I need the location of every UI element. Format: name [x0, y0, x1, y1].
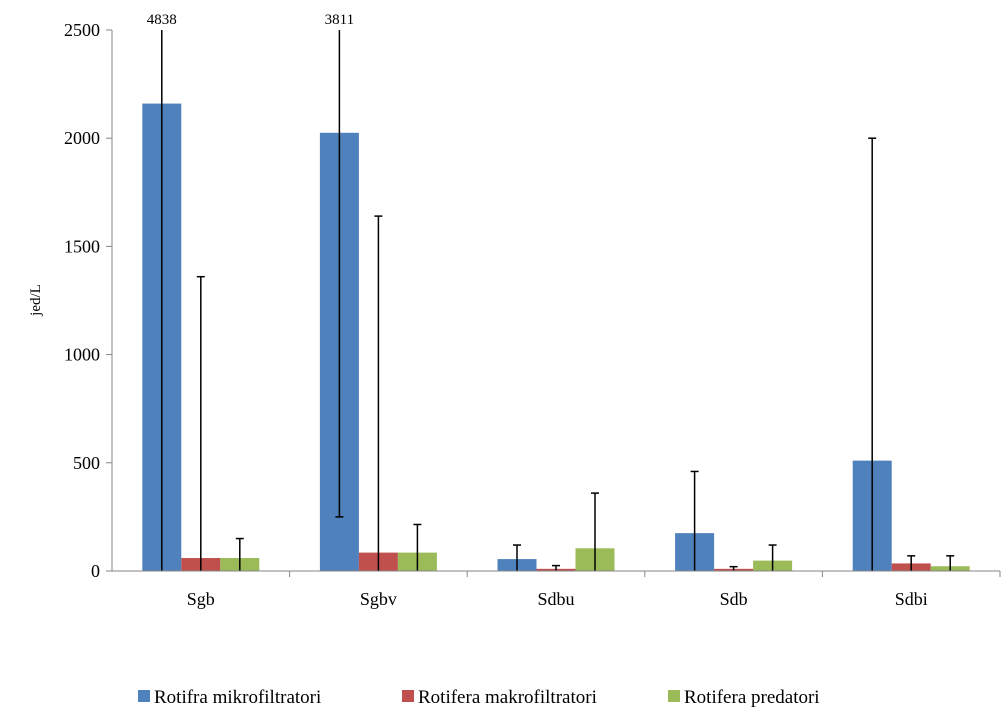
y-axis-ticks: 0 500 1000 1500 2000 2500 [64, 20, 112, 581]
error-bars [161, 30, 955, 571]
legend-swatch [668, 690, 680, 702]
y-tick-label: 2000 [64, 128, 100, 148]
category-label: Sdbu [537, 589, 574, 609]
bars [142, 103, 970, 572]
legend-entry: Rotifera predatori [684, 687, 820, 708]
y-tick-label: 2500 [64, 20, 100, 40]
y-tick-label: 1500 [64, 236, 100, 256]
y-axis-label: jed/L [28, 284, 44, 317]
category-label: Sdbi [895, 589, 928, 609]
category-label: Sgb [187, 589, 215, 609]
data-label: 4838 [147, 12, 177, 28]
legend: Rotifra mikrofiltratori Rotifera makrofil… [138, 687, 820, 708]
axes [111, 30, 1001, 577]
y-tick-label: 1000 [64, 345, 100, 365]
category-labels: Sgb Sgbv Sdbu Sdb Sdbi [187, 589, 928, 609]
legend-entry: Rotifera makrofiltratori [418, 687, 597, 708]
y-tick-label: 0 [91, 561, 100, 581]
category-label: Sdb [720, 589, 748, 609]
y-tick-label: 500 [73, 453, 100, 473]
category-label: Sgbv [360, 589, 397, 609]
legend-swatch [138, 690, 150, 702]
legend-swatch [402, 690, 414, 702]
data-label: 3811 [325, 12, 354, 28]
legend-entry: Rotifra mikrofiltratori [154, 687, 321, 708]
annotations: 4838 3811 [147, 12, 354, 28]
